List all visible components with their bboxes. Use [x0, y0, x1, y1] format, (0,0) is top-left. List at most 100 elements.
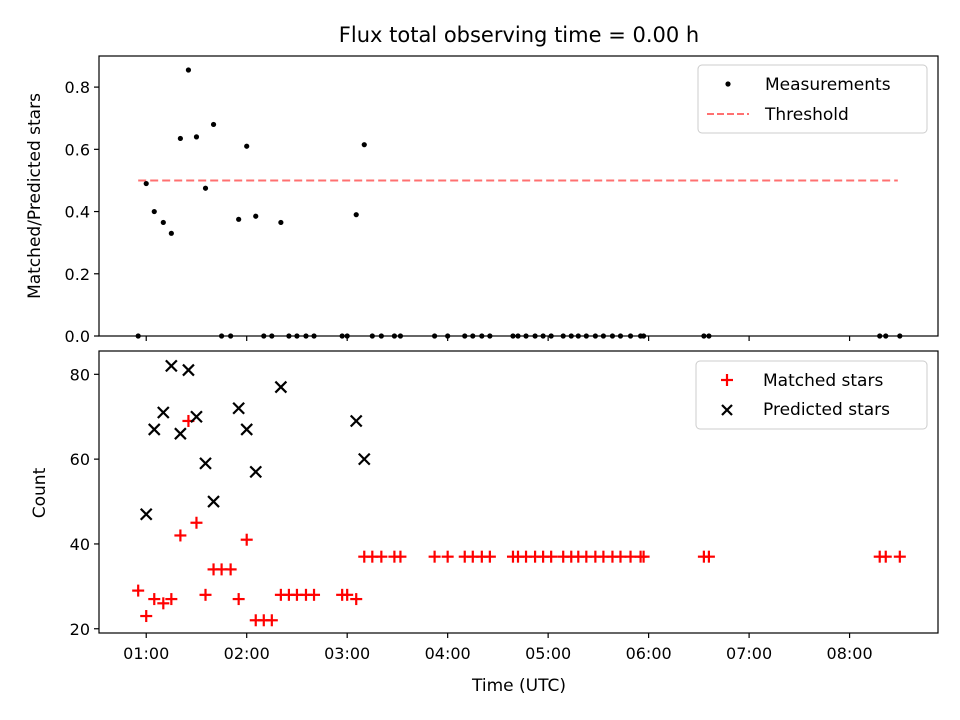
- predicted-point-b: [147, 423, 161, 436]
- measurement-point: [236, 216, 242, 222]
- predicted-point-b: [207, 495, 220, 508]
- top-y-tick-label: 0.6: [65, 140, 90, 159]
- predicted-point: [240, 423, 253, 436]
- measurement-point: [311, 333, 317, 339]
- matched-point: [140, 610, 153, 623]
- measurement-point: [432, 333, 438, 339]
- measurement-point: [244, 143, 250, 149]
- matched-point: [483, 550, 496, 563]
- predicted-point: [207, 495, 220, 508]
- predicted-point: [349, 414, 363, 428]
- predicted-point: [139, 507, 153, 521]
- legend-measurements-marker: [725, 81, 731, 87]
- legend-predicted-label: Predicted stars: [763, 400, 890, 420]
- measurement-point: [177, 135, 183, 142]
- matched-point: [441, 550, 454, 563]
- measurement-point: [540, 333, 546, 339]
- measurement-point: [897, 333, 903, 339]
- measurement-point: [479, 333, 485, 339]
- matched-point: [350, 593, 363, 606]
- bottom-plot-frame: [98, 350, 939, 634]
- top-legend-box: [697, 64, 928, 134]
- bottom-y-tick-label: 80: [70, 365, 90, 384]
- measurement-point: [202, 185, 209, 191]
- top-legend: Measurements Threshold: [697, 64, 928, 134]
- measurement-point: [151, 208, 157, 215]
- measurement-point: [532, 333, 538, 339]
- top-y-tick-label: 0.2: [65, 265, 90, 284]
- matched-point: [174, 529, 187, 542]
- predicted-point-b: [165, 359, 178, 373]
- measurement-point: [193, 134, 200, 140]
- measurement-point: [160, 219, 166, 226]
- predicted-point: [182, 363, 195, 377]
- measurement-point: [627, 333, 634, 339]
- top-y-tick-label: 0.0: [65, 327, 90, 346]
- measurement-point: [278, 219, 284, 226]
- measurement-point: [143, 180, 149, 187]
- measurement-point: [391, 333, 398, 339]
- predicted-point: [199, 457, 212, 470]
- predicted-point-b: [357, 452, 371, 466]
- predicted-point-b: [157, 406, 170, 419]
- measurement-point: [303, 333, 309, 339]
- matched-point: [165, 593, 178, 606]
- predicted-point-b: [349, 414, 363, 428]
- measurement-point: [462, 333, 468, 339]
- bottom-marks: [132, 359, 906, 627]
- predicted-point-b: [199, 457, 212, 470]
- matched-point: [190, 516, 203, 529]
- matched-point: [394, 550, 407, 563]
- measurement-point: [523, 333, 529, 339]
- predicted-point-b: [274, 380, 288, 394]
- measurement-point: [218, 333, 225, 339]
- bottom-y-axis-label: Count: [30, 467, 50, 518]
- measurement-point: [609, 333, 616, 339]
- predicted-point: [174, 427, 187, 440]
- top-y-tick-label: 0.4: [65, 203, 90, 222]
- chart-title: Flux total observing time = 0.00 h: [339, 23, 699, 47]
- measurement-point: [883, 333, 889, 339]
- bottom-x-tick-label: 04:00: [425, 644, 471, 663]
- predicted-point-b: [240, 423, 253, 436]
- bottom-x-tick-label: 02:00: [224, 644, 270, 663]
- top-axes: 0.00.20.40.60.8 Matched/Predicted stars …: [25, 55, 939, 346]
- predicted-point-b: [139, 507, 153, 521]
- bottom-y-tick-label: 60: [70, 450, 90, 469]
- measurement-point: [592, 333, 598, 339]
- top-y-axis-label: Matched/Predicted stars: [25, 93, 45, 299]
- measurement-point: [185, 67, 192, 73]
- legend-matched-label: Matched stars: [763, 371, 883, 391]
- bottom-x-tick-label: 03:00: [324, 644, 370, 663]
- matched-point: [341, 588, 354, 601]
- measurement-point: [560, 333, 566, 339]
- predicted-point: [232, 401, 245, 415]
- predicted-point-b: [190, 410, 203, 424]
- matched-point: [428, 550, 441, 563]
- matched-point: [702, 550, 715, 563]
- matched-point: [308, 588, 321, 601]
- measurement-point: [568, 333, 574, 339]
- measurement-point: [286, 333, 292, 339]
- measurement-point: [640, 333, 647, 339]
- measurement-point: [369, 333, 375, 339]
- measurement-point: [445, 333, 451, 339]
- measurement-point: [353, 212, 359, 218]
- measurement-point: [515, 333, 521, 339]
- bottom-x-ticks: 01:00 02:00 03:00 04:00 05:00 06:00 07:00 08:00: [123, 633, 873, 663]
- predicted-point: [357, 452, 371, 466]
- measurement-point: [397, 333, 404, 339]
- bottom-x-tick-label: 07:00: [726, 644, 772, 663]
- measurement-point: [378, 333, 384, 339]
- bottom-y-ticks: 20 40 60 80: [70, 365, 99, 639]
- matched-point: [232, 593, 245, 606]
- measurement-point: [583, 333, 589, 339]
- bottom-legend: Matched stars Predicted stars: [695, 360, 928, 430]
- predicted-point-b: [249, 465, 263, 479]
- top-y-tick-label: 0.8: [65, 78, 90, 97]
- measurement-point: [706, 333, 712, 339]
- matched-point: [637, 550, 650, 563]
- predicted-point: [165, 359, 178, 373]
